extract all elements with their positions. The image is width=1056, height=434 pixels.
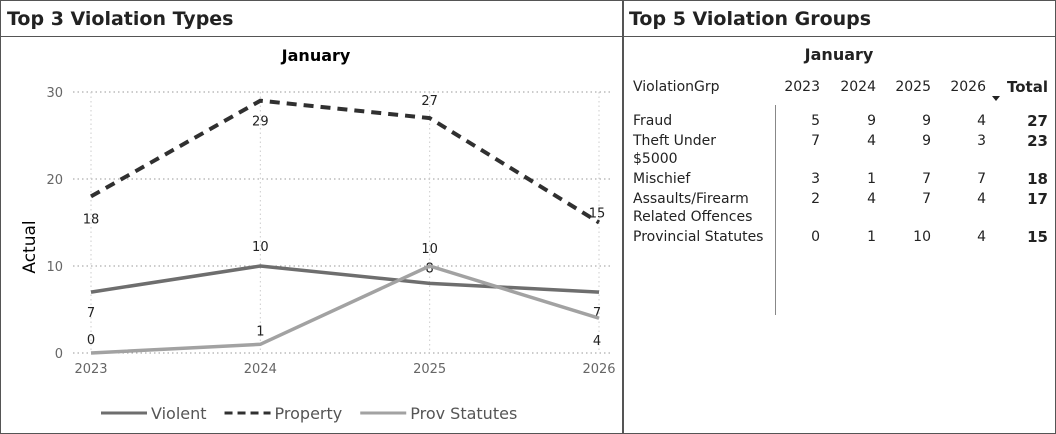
table-cell: Assaults/Firearm Related Offences bbox=[633, 191, 753, 225]
x-tick-label: 2023 bbox=[74, 362, 107, 377]
table-cell: 4 bbox=[867, 133, 876, 149]
table-cell: 9 bbox=[867, 113, 876, 129]
header-text: 2023 bbox=[784, 79, 820, 95]
header-text: 2025 bbox=[895, 79, 931, 95]
table-cell: 3 bbox=[811, 171, 820, 187]
table-row: Provincial Statutes 0 1 10 4 15 bbox=[633, 227, 1048, 247]
header-row: ViolationGrp 2023 2024 2025 2026 Total bbox=[633, 77, 1048, 111]
legend-label: Violent bbox=[151, 404, 207, 423]
table-cell: 0 bbox=[811, 229, 820, 245]
panel-title: Top 3 Violation Types bbox=[1, 1, 623, 37]
y-tick-label: 0 bbox=[55, 347, 63, 362]
table-cell: 9 bbox=[922, 113, 931, 129]
data-label: 27 bbox=[421, 94, 438, 109]
table-row: Fraud 5 9 9 4 27 bbox=[633, 111, 1048, 131]
legend-label: Prov Statutes bbox=[410, 404, 517, 423]
line-2 bbox=[90, 264, 600, 355]
x-tick-label: 2025 bbox=[413, 362, 446, 377]
right-panel: Top 5 Violation Groups January Violation… bbox=[622, 0, 1056, 434]
table-cell: 9 bbox=[922, 133, 931, 149]
table-cell: 23 bbox=[1027, 132, 1048, 150]
y-tick-label: 20 bbox=[46, 173, 63, 188]
table-cell: 7 bbox=[922, 171, 931, 187]
panel-title: Top 5 Violation Groups bbox=[623, 1, 1055, 37]
table: ViolationGrp 2023 2024 2025 2026 Total Fraud 5 9… bbox=[633, 77, 1048, 247]
table-cell: 7 bbox=[977, 171, 986, 187]
data-label: 10 bbox=[421, 242, 438, 257]
left-panel: Top 3 Violation Types January Actual 0 10… bbox=[0, 0, 624, 434]
header-text: 2024 bbox=[840, 79, 876, 95]
table-cell: 17 bbox=[1027, 190, 1048, 208]
table-cell: Fraud bbox=[633, 113, 673, 129]
table-row: Mischief 3 1 7 7 18 bbox=[633, 169, 1048, 189]
data-label: 10 bbox=[252, 240, 269, 255]
table-cell: 4 bbox=[977, 229, 986, 245]
column-header: 2023 bbox=[773, 77, 820, 111]
table-cell: 1 bbox=[867, 171, 876, 187]
column-header: ViolationGrp bbox=[633, 77, 773, 111]
data-label: 1 bbox=[256, 324, 264, 339]
table-cell: 3 bbox=[977, 133, 986, 149]
x-tick-label: 2024 bbox=[244, 362, 277, 377]
table-cell: 15 bbox=[1027, 228, 1048, 246]
legend-label: Property bbox=[275, 404, 343, 423]
table-cell: 10 bbox=[913, 229, 931, 245]
data-label: 7 bbox=[87, 306, 95, 321]
table-cell: 2 bbox=[811, 191, 820, 207]
column-header: 2026 bbox=[931, 77, 986, 111]
data-label: 15 bbox=[589, 207, 606, 222]
header-text: ViolationGrp bbox=[633, 79, 720, 95]
line-1 bbox=[90, 98, 601, 225]
table-cell: 4 bbox=[977, 113, 986, 129]
table-cell: 5 bbox=[811, 113, 820, 129]
table-cell: 18 bbox=[1027, 170, 1048, 188]
header-text: 2026 bbox=[950, 79, 986, 95]
x-tick-label: 2026 bbox=[582, 362, 615, 377]
data-label: 8 bbox=[426, 261, 434, 276]
line-0 bbox=[90, 264, 600, 294]
table-cell: 7 bbox=[811, 133, 820, 149]
column-divider bbox=[775, 105, 776, 315]
data-label: 29 bbox=[252, 115, 269, 130]
table-cell: 1 bbox=[867, 229, 876, 245]
table-row: Assaults/Firearm Related Offences 2 4 7 4 17 bbox=[633, 189, 1048, 227]
table-cell: 4 bbox=[977, 191, 986, 207]
table-row: Theft Under $5000 7 4 9 3 23 bbox=[633, 131, 1048, 169]
sort-arrow bbox=[992, 96, 1000, 101]
data-label: 0 bbox=[87, 333, 95, 348]
header-text: Total bbox=[1007, 78, 1048, 96]
data-label: 18 bbox=[83, 212, 100, 227]
table-cell: Theft Under $5000 bbox=[633, 133, 717, 167]
column-header: 2024 bbox=[820, 77, 876, 111]
table-cell: 4 bbox=[867, 191, 876, 207]
y-tick-label: 30 bbox=[46, 86, 63, 101]
y-axis-label: Actual bbox=[20, 220, 40, 273]
table-cell: Provincial Statutes bbox=[633, 229, 764, 245]
table-subtitle: January bbox=[804, 45, 874, 64]
table-cell: Mischief bbox=[633, 171, 691, 187]
table-cell: 7 bbox=[922, 191, 931, 207]
data-label: 4 bbox=[593, 334, 601, 349]
table-cell: 27 bbox=[1027, 112, 1048, 130]
chart-subtitle: January bbox=[281, 46, 351, 65]
y-tick-label: 10 bbox=[46, 260, 63, 275]
data-label: 7 bbox=[593, 306, 601, 321]
column-header: Total bbox=[986, 77, 1048, 111]
column-header: 2025 bbox=[876, 77, 931, 111]
